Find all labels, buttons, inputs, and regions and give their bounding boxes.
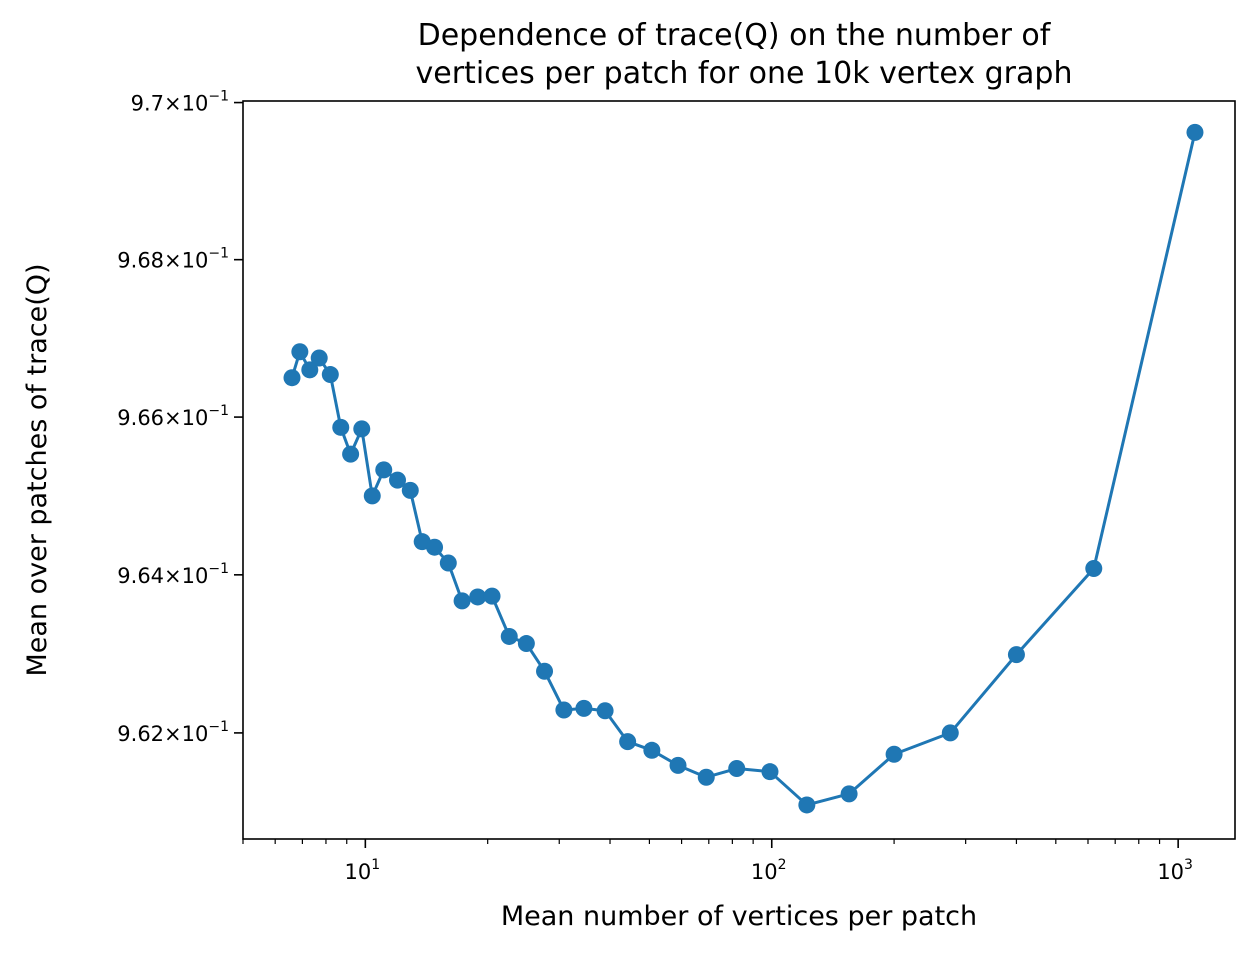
y-tick-label: 9.7×10−1	[131, 89, 229, 116]
data-point	[1007, 646, 1025, 664]
data-point	[596, 702, 614, 720]
data-point	[363, 487, 381, 505]
data-point	[1186, 123, 1204, 141]
x-tick-label: 103	[1157, 857, 1193, 884]
chart-title-line-2: vertices per patch for one 10k vertex gr…	[416, 56, 1073, 91]
data-point	[555, 701, 573, 719]
data-point	[283, 369, 301, 387]
data-point	[426, 538, 444, 556]
data-point	[669, 756, 687, 774]
data-point	[310, 349, 328, 367]
x-tick-label: 101	[345, 857, 381, 884]
series-line	[290, 130, 1197, 807]
data-point	[697, 768, 715, 786]
data-point	[321, 366, 339, 384]
data-point	[469, 588, 487, 606]
data-point	[375, 461, 393, 479]
data-point	[619, 733, 637, 751]
data-point	[439, 554, 457, 572]
y-tick-label: 9.66×10−1	[117, 403, 229, 430]
x-tick-label: 102	[751, 857, 787, 884]
data-point	[575, 699, 593, 717]
plot-frame	[242, 100, 1236, 840]
data-point	[517, 635, 535, 653]
data-point	[291, 343, 309, 361]
data-point	[401, 481, 419, 499]
data-point	[483, 587, 501, 605]
y-axis-label: Mean over patches of trace(Q)	[22, 263, 53, 676]
y-tick-label: 9.64×10−1	[117, 561, 229, 588]
data-point	[643, 741, 661, 759]
data-point	[941, 724, 959, 742]
chart-title-line-1: Dependence of trace(Q) on the number of	[418, 18, 1052, 53]
data-point	[353, 420, 371, 438]
data-point	[301, 361, 319, 379]
data-point	[728, 760, 746, 778]
data-point	[389, 471, 407, 489]
data-point	[536, 662, 554, 680]
data-point	[1085, 560, 1103, 578]
y-tick-label: 9.68×10−1	[117, 246, 229, 273]
data-point	[500, 627, 518, 645]
data-point	[885, 745, 903, 763]
data-point	[342, 445, 360, 463]
data-point	[453, 592, 471, 610]
data-point	[332, 418, 350, 436]
x-axis-label: Mean number of vertices per patch	[501, 901, 977, 932]
plot-area: 101 102 103 9.62×10−1 9.64×10−1 9.66×10−1 9.68…	[117, 89, 1236, 884]
y-tick-label: 9.62×10−1	[117, 719, 229, 746]
data-point	[761, 763, 779, 781]
data-point	[840, 785, 858, 803]
data-point	[798, 796, 816, 814]
